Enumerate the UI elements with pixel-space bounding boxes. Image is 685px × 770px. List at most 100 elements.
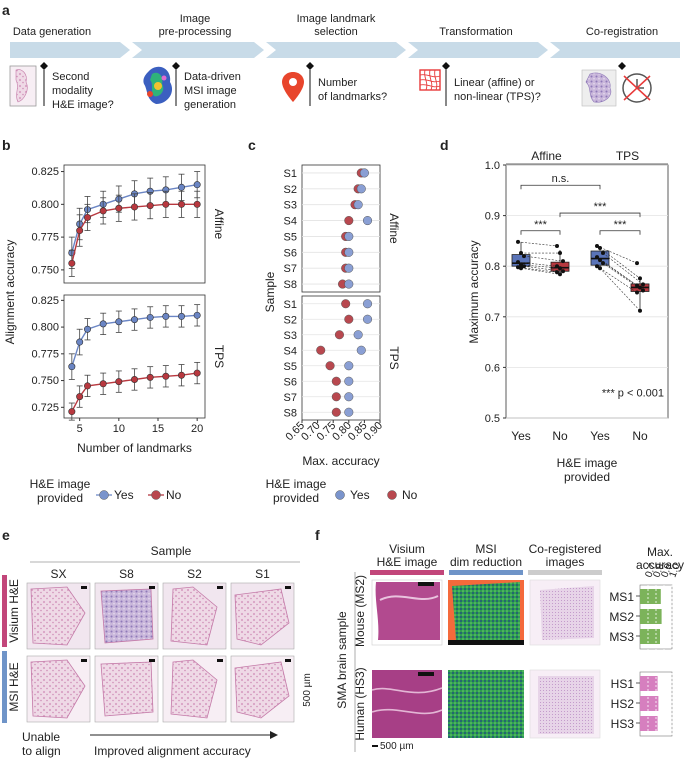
legend-label-yes: Yes (350, 488, 370, 502)
b-series-line-yes (71, 314, 198, 367)
warp-grid-icon (419, 69, 441, 91)
d-point (516, 239, 520, 244)
c-sample-label: S8 (284, 279, 297, 291)
f-bar-ms1 (640, 589, 661, 604)
b-ytick-label: 0.775 (31, 232, 59, 244)
d-point (519, 262, 523, 267)
d-pair-line (523, 255, 564, 262)
c-point-no (316, 345, 326, 355)
d-ytick-label: 0.5 (485, 413, 500, 425)
f-bar-ms3 (640, 629, 660, 644)
c-sample-label: S2 (284, 184, 297, 196)
c-point-no (331, 407, 341, 417)
d-xlabel-line2: provided (564, 470, 610, 484)
c-sample-label: S5 (284, 361, 297, 373)
d-point (561, 269, 565, 274)
b-ytick-label: 0.775 (31, 348, 59, 360)
legend-swatch-yes (99, 490, 109, 500)
c-facet-frame-tps (301, 295, 381, 421)
tissue-s2-2 (170, 659, 218, 719)
b-ytick-label: 0.825 (31, 295, 59, 307)
scale-label-e: 500 µm (302, 673, 313, 707)
tissue-s8-1 (100, 588, 154, 644)
panel-label-d: d (440, 137, 449, 153)
diamond-marker-5 (618, 62, 626, 70)
b-ylabel: Alignment accuracy (3, 240, 17, 345)
f-header-1-line-2: H&E image (377, 555, 438, 569)
c-point-yes (344, 407, 354, 417)
human-coreg-tissue (538, 676, 594, 734)
b-ytick-label: 0.825 (31, 166, 59, 178)
b-point-yes (68, 363, 76, 371)
panel-label-b: b (2, 137, 11, 153)
panel-d-box-plot: Affine TPS 0.5 0.6 0.7 0.8 0.9 1.0 Yes No Yes No n.s… (467, 149, 669, 484)
d-pair-line (599, 247, 641, 279)
b-point-no (99, 207, 107, 215)
d-point (641, 282, 645, 287)
msi-image-icon (143, 66, 173, 104)
mouse-visium-texture (379, 595, 439, 601)
legend-swatch-no (151, 490, 161, 500)
d-sig-bracket (520, 230, 561, 235)
d-ytick-label: 0.8 (485, 261, 500, 273)
f-bar-ms2 (640, 609, 662, 624)
d-point (598, 245, 602, 250)
b-point-no (131, 375, 139, 383)
d-point (595, 255, 599, 260)
b-point-no (193, 369, 201, 377)
c-point-yes (344, 376, 354, 386)
c-sample-label: S1 (284, 299, 297, 311)
scale-bar-f (372, 745, 378, 747)
d-facet-tps: TPS (616, 149, 639, 163)
human-visium-tissue (372, 670, 442, 738)
step-desc-1-line-2: modality (52, 85, 93, 97)
human-visium-texture (371, 687, 443, 715)
d-facet-affine: Affine (531, 149, 562, 163)
d-point (601, 251, 605, 256)
legend-label-no: No (166, 488, 182, 502)
sample-column-s1: S1 (255, 567, 270, 581)
c-sample-label: S3 (284, 330, 297, 342)
d-xcat-label: No (552, 429, 568, 443)
sample-column-s2: S2 (187, 567, 202, 581)
d-point (595, 264, 599, 269)
workflow-arrows (10, 42, 680, 58)
c-point-no (331, 392, 341, 402)
d-pair-line (520, 264, 561, 269)
f-bar-label-ms2: MS2 (609, 610, 634, 624)
b-series-line-no (71, 372, 198, 412)
b-point-yes (84, 325, 92, 333)
f-bar-hs2 (640, 696, 659, 711)
step-desc-2-line-3: generation (184, 99, 236, 111)
d-xlabel-line1: H&E image (557, 456, 618, 470)
tissue-sx-1 (30, 586, 86, 646)
f-xtick-label: 0.9 (659, 562, 674, 579)
d-point (555, 243, 559, 248)
mouse-msi-border (448, 640, 524, 645)
c-sample-label: S4 (284, 216, 297, 228)
f-bar-label-ms3: MS3 (609, 630, 634, 644)
tile-scale-bar (285, 586, 291, 589)
b-point-no (84, 213, 92, 221)
d-point (516, 260, 520, 265)
d-pair-line (599, 259, 641, 288)
tile-scale-bar (81, 659, 87, 662)
b-xtick-label: 10 (113, 423, 125, 435)
b-point-yes (193, 311, 201, 319)
tissue-s2-1 (170, 586, 218, 646)
c-point-yes (344, 247, 354, 257)
f-xtick-label: 0.7 (643, 562, 658, 579)
b-xtick-label: 15 (152, 423, 164, 435)
c-sample-label: S2 (284, 314, 297, 326)
legend-title-line1: H&E image (266, 477, 327, 491)
legend-title-line2: provided (273, 491, 319, 505)
f-header-bar-2 (449, 570, 523, 575)
c-point-no (341, 299, 351, 309)
step-descriptions: Second modality H&E image? Data-driven MSI i… (52, 71, 541, 111)
b-point-yes (76, 338, 84, 346)
f-xtick-label: 1.0 (667, 562, 682, 579)
b-point-no (131, 203, 139, 211)
diamond-marker-1 (40, 62, 48, 106)
legend-label-yes: Yes (114, 488, 134, 502)
